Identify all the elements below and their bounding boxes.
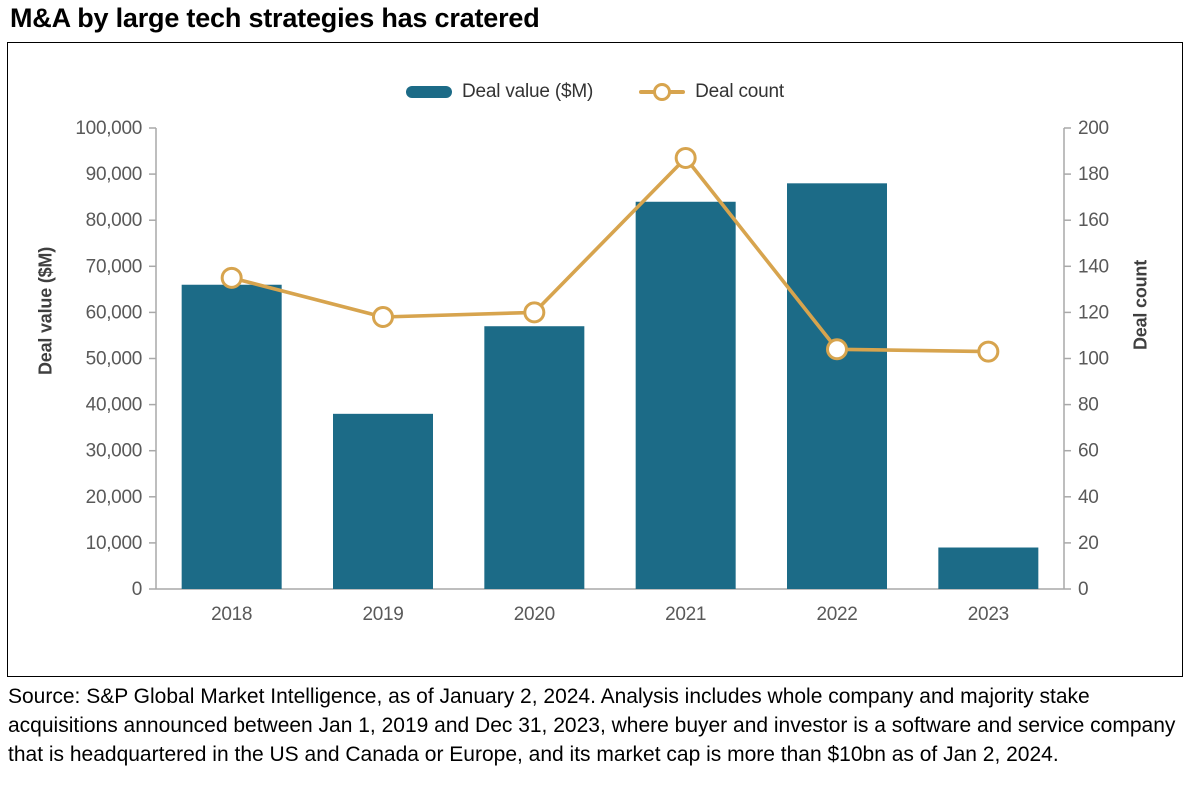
svg-text:180: 180 [1078,164,1109,185]
legend-label-deal-value: Deal value ($M) [462,81,594,102]
svg-text:30,000: 30,000 [86,441,142,462]
svg-text:2019: 2019 [362,604,403,625]
bar-2022 [787,183,887,589]
deal-value-swatch-icon [406,86,453,98]
svg-text:70,000: 70,000 [86,256,142,277]
svg-text:90,000: 90,000 [86,164,142,185]
marker-2022 [826,338,848,361]
bar-2021 [635,201,736,589]
svg-text:2022: 2022 [816,604,857,625]
deal-count-line [231,156,989,354]
deal-value-bars [181,183,1039,589]
svg-text:2020: 2020 [514,604,555,625]
source-note: Source: S&P Global Market Intelligence, … [8,685,1176,766]
bar-2019 [333,413,433,589]
svg-text:80: 80 [1078,395,1099,416]
left-tick-labels: 0 10,000 20,000 30,000 40,000 50,000 60,000 70,… [75,118,142,600]
svg-text:10,000: 10,000 [86,533,142,554]
axes [149,127,1071,590]
bar-2018 [181,284,282,589]
svg-text:2021: 2021 [665,604,706,625]
legend-item-deal-value: Deal value ($M) [406,81,593,103]
bar-2020 [484,326,585,589]
svg-text:100,000: 100,000 [75,118,142,139]
legend-item-deal-count: Deal count [639,81,784,103]
svg-text:40,000: 40,000 [86,395,142,416]
legend-label-deal-count: Deal count [695,81,784,102]
svg-text:60: 60 [1078,441,1099,462]
svg-text:120: 120 [1078,302,1109,323]
chart-legend: Deal value ($M) Deal count [8,81,1182,103]
deal-count-markers [220,146,1000,363]
chart-panel: Deal value ($M) Deal count Deal value ($… [7,42,1183,677]
svg-text:200: 200 [1078,118,1109,139]
marker-2018 [220,266,243,289]
svg-text:40: 40 [1078,487,1099,508]
marker-2020 [523,301,546,324]
svg-text:0: 0 [1078,579,1088,600]
bar-2023 [938,547,1039,589]
page-title: M&A by large tech strategies has cratere… [10,3,540,33]
right-tick-labels: 0 20 40 60 80 100 120 140 160 180 200 [1078,118,1109,600]
svg-text:160: 160 [1078,210,1109,231]
svg-text:100: 100 [1078,349,1109,370]
marker-2021 [674,146,697,169]
chart-plot: 0 10,000 20,000 30,000 40,000 50,000 60,000 70,… [75,118,1109,625]
svg-text:0: 0 [132,579,142,600]
svg-text:2023: 2023 [968,604,1009,625]
svg-text:140: 140 [1078,256,1109,277]
svg-text:20,000: 20,000 [86,487,142,508]
svg-text:50,000: 50,000 [86,349,142,370]
deal-count-marker-icon [639,82,686,102]
svg-text:2018: 2018 [211,604,252,625]
svg-text:80,000: 80,000 [86,210,142,231]
svg-text:60,000: 60,000 [86,302,142,323]
marker-2019 [372,306,394,329]
x-tick-labels: 2018 2019 2020 2021 2022 2023 [211,604,1009,625]
marker-2023 [977,340,1000,363]
svg-text:20: 20 [1078,533,1099,554]
